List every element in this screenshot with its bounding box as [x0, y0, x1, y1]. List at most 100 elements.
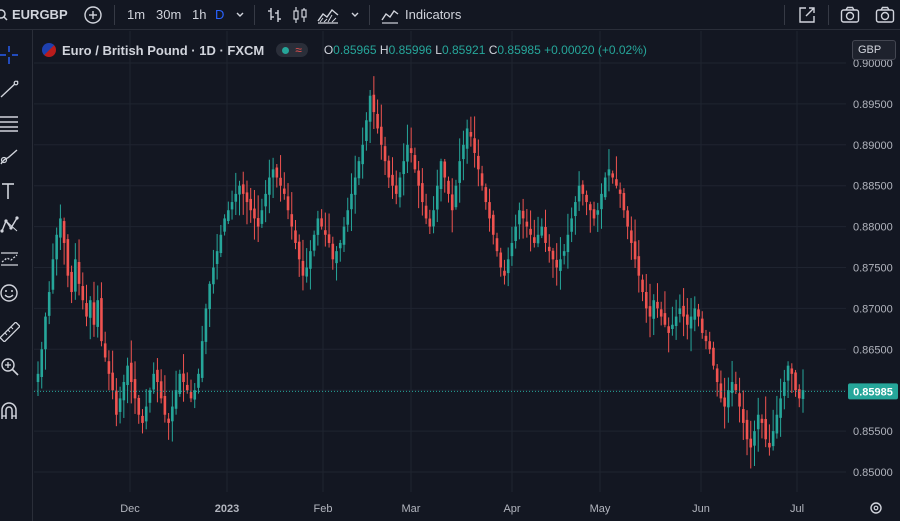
emoji-tool[interactable] [0, 281, 20, 305]
candle [533, 219, 536, 248]
toolbar-divider [828, 5, 829, 25]
candle-body [100, 298, 103, 342]
candle [641, 274, 644, 302]
zoom-in-tool[interactable] [0, 355, 20, 379]
bars-icon [268, 7, 281, 22]
candle-body [704, 335, 708, 342]
candle [607, 149, 611, 192]
candle-body [126, 365, 129, 386]
crosshair-icon [0, 46, 18, 64]
candle-body [320, 218, 323, 227]
candle-body [525, 221, 529, 227]
text-tool[interactable] [0, 179, 20, 203]
candles-group [36, 76, 805, 469]
candles-style-button[interactable] [291, 0, 309, 29]
candle [585, 190, 588, 216]
trendline-tool[interactable] [0, 77, 20, 101]
crosshair-tool[interactable] [0, 43, 20, 67]
candle-body [88, 300, 92, 318]
candle [141, 409, 144, 434]
candle-body [458, 161, 461, 183]
candle [81, 272, 85, 310]
fib-tool[interactable] [0, 111, 20, 135]
candle [756, 397, 760, 452]
candle-body [156, 369, 159, 383]
candle-body [115, 390, 118, 415]
screenshot-button[interactable] [875, 0, 895, 29]
camera-icon [875, 6, 895, 23]
candle [219, 224, 223, 258]
low-value: 0.85921 [441, 43, 486, 57]
candle-body [779, 398, 782, 418]
candle-body [350, 193, 353, 210]
candle [361, 127, 364, 179]
legend-title[interactable]: Euro / British Pound · 1D · FXCM [62, 42, 265, 58]
candle [600, 183, 603, 229]
interval-1h[interactable]: 1h [192, 7, 207, 22]
candle-body [656, 301, 659, 309]
candle [413, 147, 417, 173]
snapshot-button[interactable] [840, 0, 860, 29]
x-tick-label: Mar [402, 503, 421, 515]
candle-body [294, 230, 297, 243]
candle [603, 172, 607, 200]
symbol-search[interactable]: EURGBP [0, 0, 68, 29]
candle-body [268, 177, 271, 195]
candle-body [753, 431, 756, 446]
candle [656, 283, 659, 318]
chevron-down-icon [236, 12, 244, 17]
chart-type-dropdown[interactable] [350, 0, 360, 29]
close-label: C [488, 43, 498, 57]
candle-body [760, 418, 764, 423]
interval-30m[interactable]: 30m [156, 7, 182, 22]
area-style-button[interactable] [317, 0, 339, 29]
candle [387, 155, 391, 188]
toolbar-divider [369, 5, 370, 25]
bar-style-button[interactable] [266, 0, 284, 29]
candle [59, 204, 62, 250]
visibility-toggle[interactable]: ≈ [276, 43, 308, 57]
settings-button[interactable] [870, 502, 882, 514]
measure-tool[interactable] [0, 320, 20, 344]
candle [171, 390, 174, 442]
external-link-icon [799, 6, 815, 23]
candle-body [215, 251, 219, 264]
candle-body [756, 414, 760, 430]
candle-body [148, 390, 152, 403]
compare-symbol-button[interactable] [83, 0, 103, 29]
candle [488, 188, 491, 232]
candle [215, 234, 219, 280]
candle [409, 127, 413, 163]
interval-d-selected[interactable]: D [215, 7, 225, 22]
trendline-icon [0, 80, 19, 98]
indicators-button[interactable]: Indicators [381, 0, 461, 29]
candle [484, 183, 488, 210]
candle [234, 172, 238, 215]
candle-body [103, 343, 107, 358]
candle-body [365, 120, 368, 141]
candle-body [51, 259, 55, 290]
candle [547, 234, 551, 263]
candle-body [376, 113, 379, 129]
pattern-tool[interactable] [0, 213, 20, 237]
price-chart[interactable]: 0.90000 0.89500 0.89000 0.88500 0.88000 0.875… [34, 31, 900, 521]
candle-body [447, 180, 450, 194]
candle-body [264, 193, 267, 207]
candle [764, 396, 767, 448]
candle [96, 285, 100, 338]
forecast-tool[interactable] [0, 247, 20, 271]
candle [514, 214, 517, 249]
interval-1m[interactable]: 1m [127, 7, 146, 22]
candle [428, 209, 432, 235]
candle-body [368, 95, 372, 122]
candle [245, 180, 249, 225]
interval-dropdown[interactable] [235, 0, 245, 29]
currency-selector[interactable]: GBP [852, 40, 896, 60]
popout-button[interactable] [797, 0, 817, 29]
magnet-tool[interactable] [0, 399, 20, 423]
brush-tool[interactable] [0, 145, 20, 169]
candle-body [208, 283, 211, 310]
candle-body [342, 226, 346, 245]
candle [380, 104, 383, 160]
candle [223, 214, 226, 236]
